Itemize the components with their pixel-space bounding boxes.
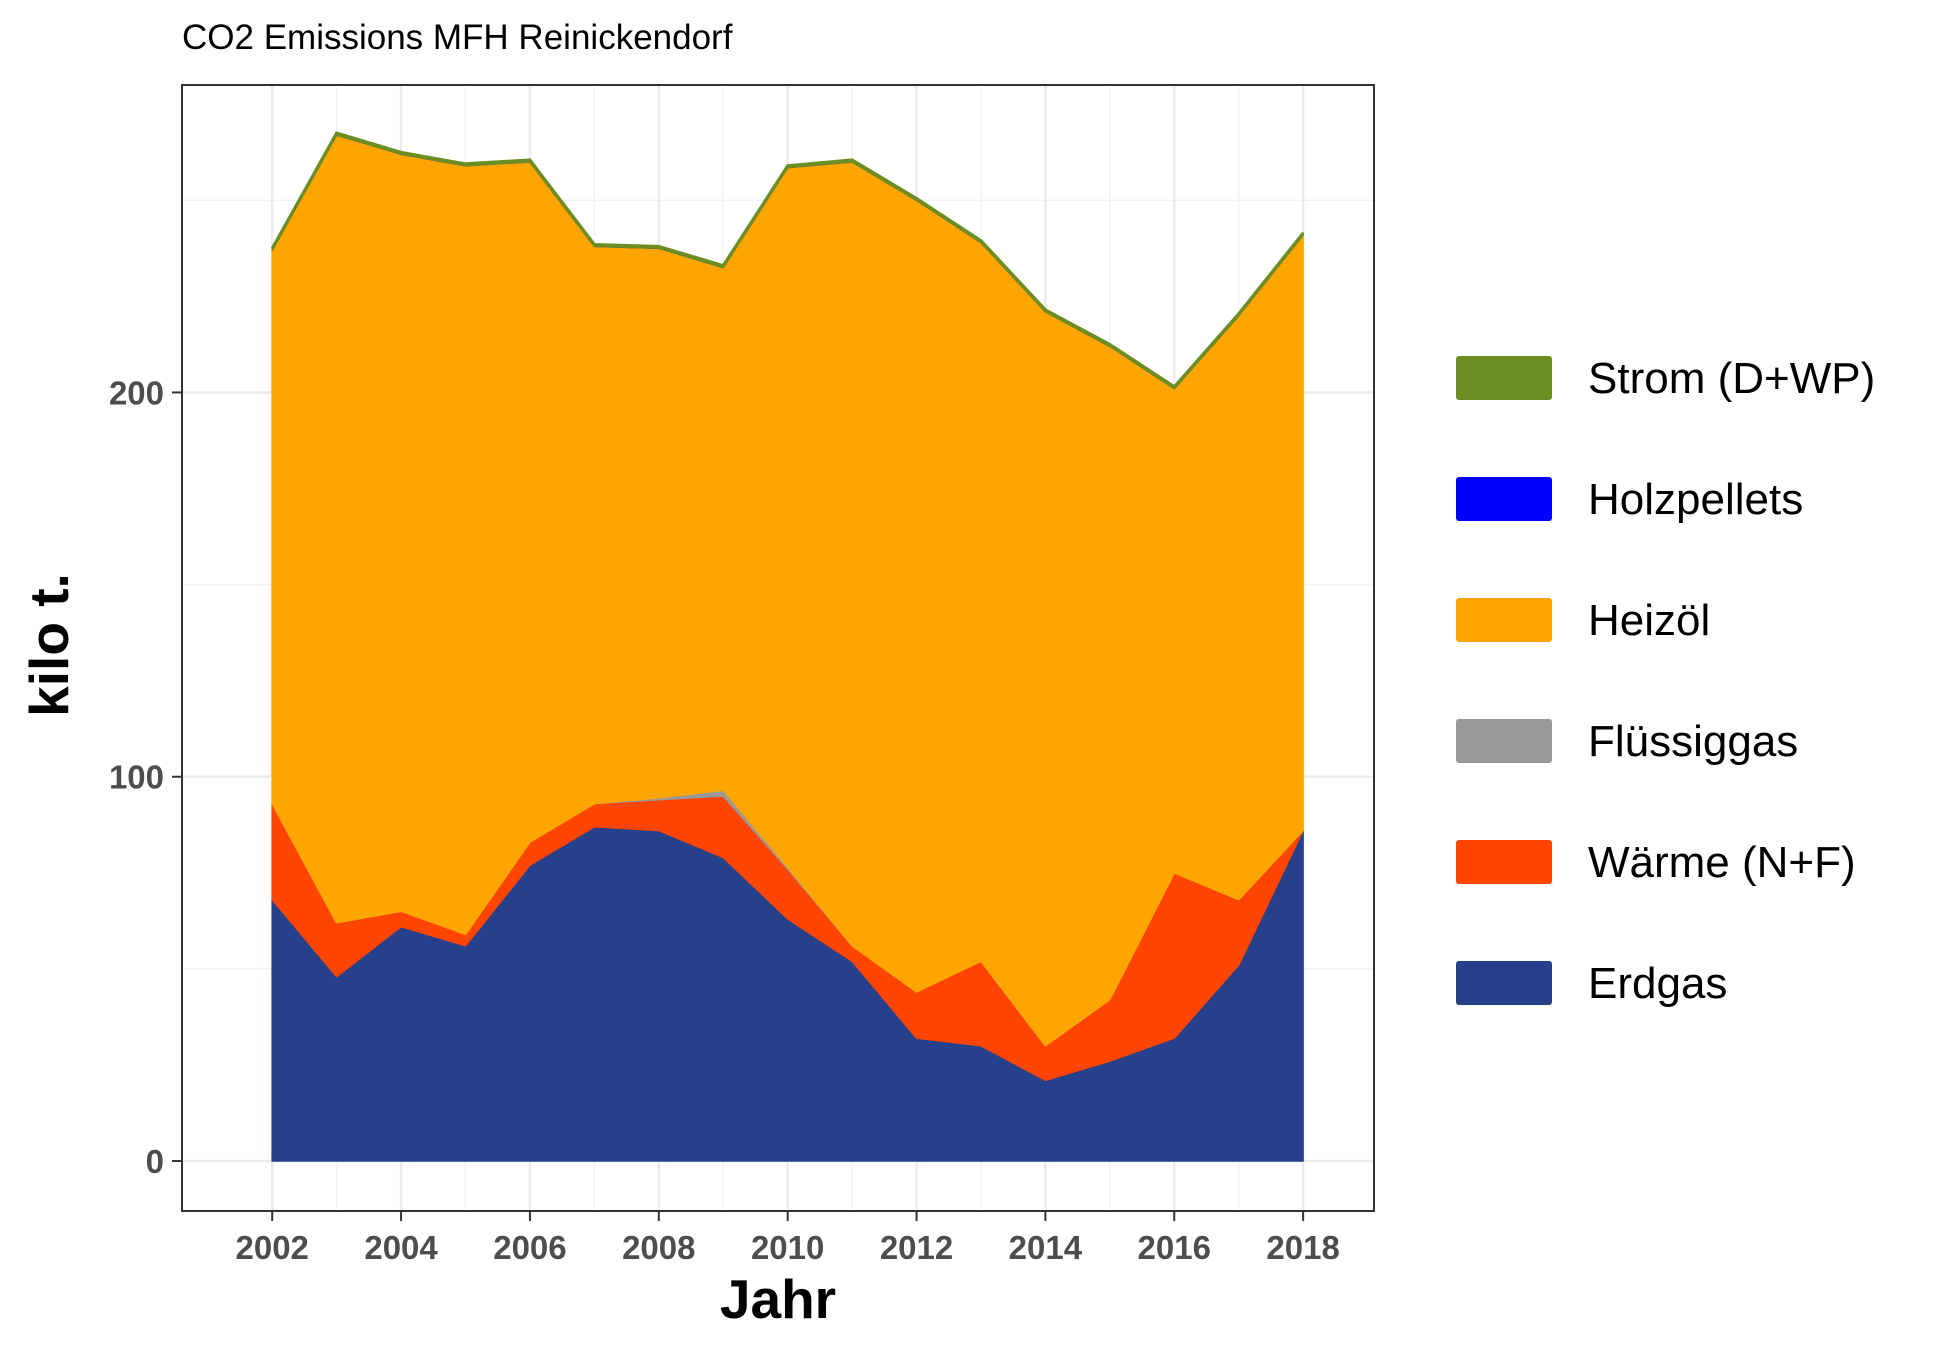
x-tick-label: 2006 — [493, 1229, 566, 1266]
axis-ticks: 2002 2004 2006 2008 2010 2012 2014 2016 2018 0 100… — [109, 374, 1340, 1266]
y-axis-title: kilo t. — [18, 573, 80, 717]
legend-label-erdgas: Erdgas — [1588, 959, 1727, 1008]
legend: Strom (D+WP) Holzpellets Heizöl Flüssiggas W… — [1456, 354, 1875, 1008]
y-tick-label: 200 — [109, 374, 164, 411]
plot-panel-border — [181, 84, 1375, 1212]
x-tick-label: 2018 — [1266, 1229, 1339, 1266]
legend-label-strom-d-wp: Strom (D+WP) — [1588, 354, 1875, 403]
legend-swatch-fl-ssiggas — [1456, 719, 1552, 763]
x-axis-title: Jahr — [720, 1268, 836, 1330]
x-tick-label: 2014 — [1009, 1229, 1083, 1266]
x-tick-label: 2008 — [622, 1229, 695, 1266]
chart-title: CO2 Emissions MFH Reinickendorf — [182, 18, 733, 57]
legend-swatch-erdgas — [1456, 961, 1552, 1005]
legend-label-holzpellets: Holzpellets — [1588, 475, 1803, 524]
x-tick-label: 2016 — [1138, 1229, 1211, 1266]
legend-swatch-w-rme-n-f — [1456, 840, 1552, 884]
legend-swatch-strom-d-wp — [1456, 356, 1552, 400]
stacked-areas — [270, 131, 1305, 1162]
legend-swatch-holzpellets — [1456, 477, 1552, 521]
legend-label-w-rme-n-f: Wärme (N+F) — [1588, 838, 1856, 887]
legend-label-heiz-l: Heizöl — [1588, 596, 1710, 645]
legend-swatch-heiz-l — [1456, 598, 1552, 642]
y-tick-label: 0 — [146, 1143, 164, 1180]
legend-label-fl-ssiggas: Flüssiggas — [1588, 717, 1798, 766]
y-tick-label: 100 — [109, 759, 164, 796]
x-tick-label: 2012 — [880, 1229, 953, 1266]
line-strom-top — [270, 131, 1305, 389]
x-tick-label: 2004 — [364, 1229, 438, 1266]
x-tick-label: 2002 — [235, 1229, 308, 1266]
x-tick-label: 2010 — [751, 1229, 824, 1266]
